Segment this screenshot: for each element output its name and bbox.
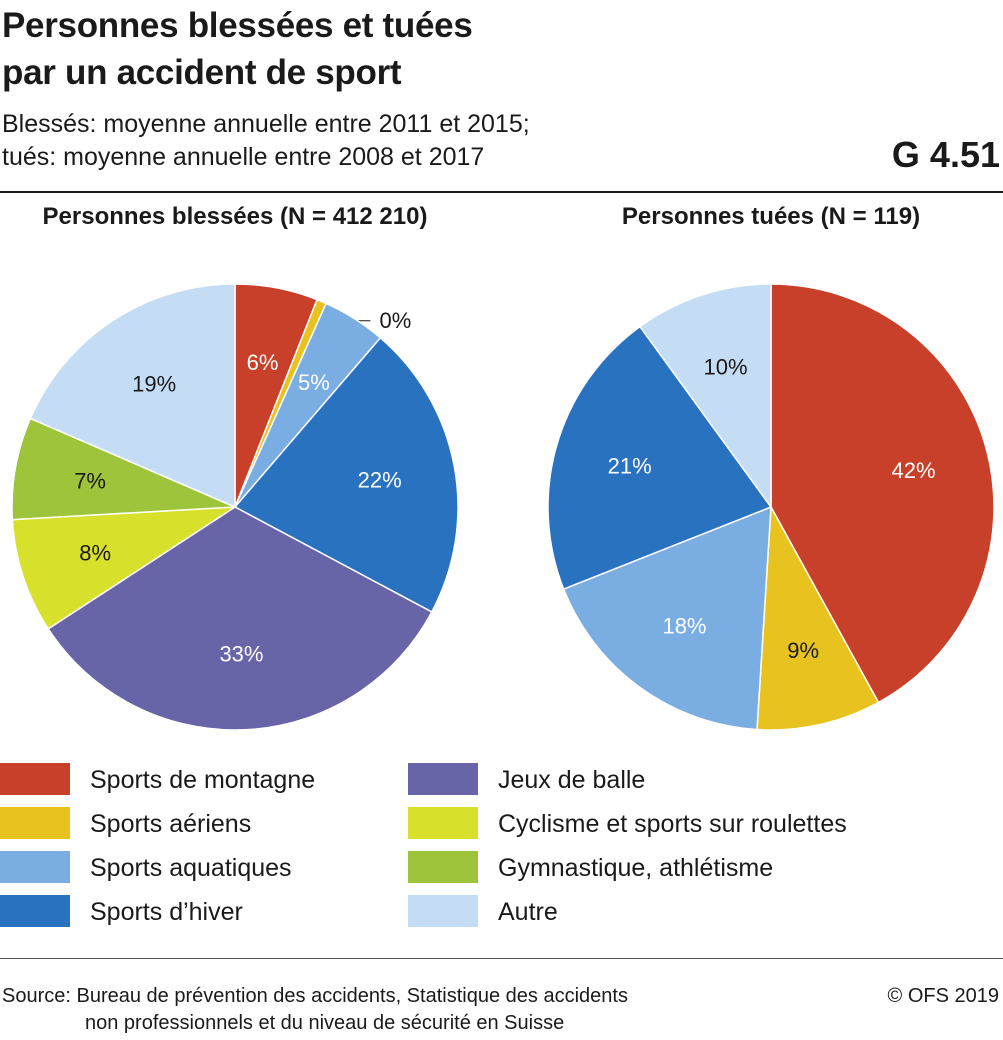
legend-left-column: Sports de montagne Sports aériens Sports a… <box>0 761 400 937</box>
legend-swatch-sports-aquatiques <box>0 851 70 883</box>
pie2-label-autre: 10% <box>703 355 747 380</box>
legend-item-cyclisme-et-sports-sur-roulettes: Cyclisme et sports sur roulettes <box>408 805 968 849</box>
pie2-slice-sports-de-montagne <box>770 283 995 704</box>
legend-swatch-cyclisme-et-sports-sur-roulettes <box>408 807 478 839</box>
legend-label-sports-de-montagne: Sports de montagne <box>90 766 316 794</box>
legend-swatch-sports-aeriens <box>0 807 70 839</box>
title-line-1: Personnes blessées et tuées <box>2 6 473 45</box>
subtitle-line-2: tués: moyenne annuelle entre 2008 et 201… <box>2 143 485 171</box>
legend-swatch-autre <box>408 895 478 927</box>
pie1-slice-cyclisme-et-sports-sur-roulettes <box>11 506 238 630</box>
legend-label-cyclisme-et-sports-sur-roulettes: Cyclisme et sports sur roulettes <box>498 810 847 838</box>
header-divider <box>0 191 1003 193</box>
pie1-label-sports-d-hiver: 22% <box>358 467 402 492</box>
legend-label-sports-d-hiver: Sports d’hiver <box>90 898 243 926</box>
pie2-label-sports-de-montagne: 42% <box>892 458 936 483</box>
pie2-slice-autre <box>638 283 772 510</box>
legend-right-column: Jeux de balle Cyclisme et sports sur roul… <box>408 761 968 937</box>
source-line-2: non professionnels et du niveau de sécur… <box>85 1012 565 1034</box>
footer-divider <box>0 958 1003 959</box>
pie1-label-gymnastique-athletisme: 7% <box>74 469 106 494</box>
pie1-label-sports-de-montagne: 6% <box>247 350 279 375</box>
legend-item-autre: Autre <box>408 893 968 937</box>
pie2-label-sports-aeriens: 9% <box>787 638 819 663</box>
source-note: Source: Bureau de prévention des acciden… <box>2 983 628 1037</box>
pie-title-killed: Personnes tuées (N = 119) <box>621 203 921 230</box>
legend-item-sports-de-montagne: Sports de montagne <box>0 761 400 805</box>
pie1-slice-autre <box>29 283 236 509</box>
pie-chart-killed: 42% 9% 18% 21% 10% <box>547 283 995 731</box>
legend-label-gymnastique-athletisme: Gymnastique, athlétisme <box>498 854 774 882</box>
pie2-slice-sports-d-hiver <box>547 325 773 591</box>
pie2-label-sports-aquatiques: 18% <box>662 614 706 639</box>
legend-swatch-sports-d-hiver <box>0 895 70 927</box>
legend-item-gymnastique-athletisme: Gymnastique, athlétisme <box>408 849 968 893</box>
legend-item-sports-aeriens: Sports aériens <box>0 805 400 849</box>
legend-label-sports-aquatiques: Sports aquatiques <box>90 854 292 882</box>
pie1-label-sports-aeriens: 0% <box>380 308 412 333</box>
pie-chart-injured: 6% 0% 5% 22% 33% 8% 7% 19% <box>11 283 459 731</box>
pie1-label-autre: 19% <box>132 371 176 396</box>
pie-title-injured: Personnes blessées (N = 412 210) <box>42 203 428 230</box>
title-line-2: par un accident de sport <box>2 53 402 92</box>
pie1-label-cyclisme-et-sports-sur-roulettes: 8% <box>79 540 111 565</box>
source-line-1: Source: Bureau de prévention des acciden… <box>2 985 628 1007</box>
pie2-slice-sports-aquatiques <box>562 505 772 731</box>
legend-swatch-gymnastique-athletisme <box>408 851 478 883</box>
pie1-label-sports-aquatiques: 5% <box>298 370 330 395</box>
copyright: © OFS 2019 <box>887 985 999 1007</box>
pie1-slice-sports-d-hiver <box>233 336 459 613</box>
legend-label-autre: Autre <box>498 898 558 926</box>
pie1-slice-gymnastique-athletisme <box>11 417 236 521</box>
legend-swatch-sports-de-montagne <box>0 763 70 795</box>
subtitle-line-1: Blessés: moyenne annuelle entre 2011 et … <box>2 110 530 138</box>
figure-number: G 4.51 <box>891 134 1000 175</box>
legend-item-sports-d-hiver: Sports d’hiver <box>0 893 400 937</box>
legend-item-sports-aquatiques: Sports aquatiques <box>0 849 400 893</box>
legend-label-sports-aeriens: Sports aériens <box>90 810 252 838</box>
chart-subtitle: Blessés: moyenne annuelle entre 2011 et … <box>2 108 762 174</box>
legend-label-jeux-de-balle: Jeux de balle <box>498 766 646 794</box>
pie1-label-jeux-de-balle: 33% <box>219 642 263 667</box>
pie1-slice-jeux-de-balle <box>47 506 433 731</box>
pie2-slice-sports-aeriens <box>756 504 880 731</box>
chart-title: Personnes blessées et tuées par un accid… <box>2 2 762 96</box>
pie2-label-sports-d-hiver: 21% <box>608 453 652 478</box>
legend-item-jeux-de-balle: Jeux de balle <box>408 761 968 805</box>
legend-swatch-jeux-de-balle <box>408 763 478 795</box>
